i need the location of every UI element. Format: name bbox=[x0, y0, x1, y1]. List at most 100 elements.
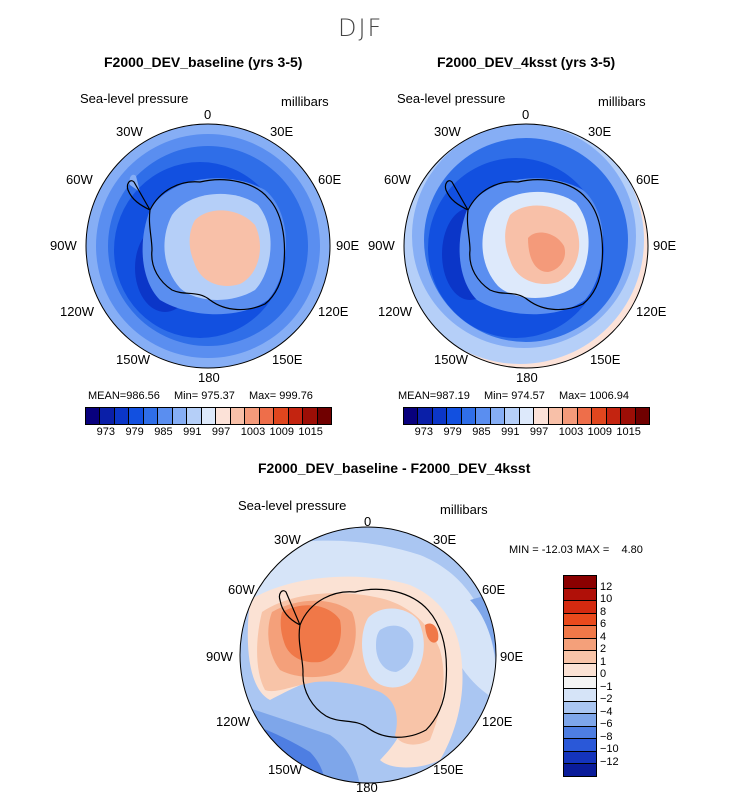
antarctica-coastline bbox=[278, 588, 448, 738]
colorbar-swatch bbox=[316, 408, 331, 424]
panel-2-lon-90w: 90W bbox=[368, 238, 395, 253]
panel-2-lon-120w: 120W bbox=[378, 304, 412, 319]
panel-2-lon-0: 0 bbox=[522, 107, 530, 122]
colorbar-tick-label: 997 bbox=[211, 426, 231, 438]
colorbar-tick-label: −1 bbox=[600, 680, 613, 693]
panel-3-title: F2000_DEV_baseline - F2000_DEV_4ksst bbox=[258, 460, 531, 476]
panel-1-lon-60e: 60E bbox=[318, 172, 342, 187]
panel-3-lon-120e: 120E bbox=[482, 714, 513, 729]
colorbar-swatch bbox=[564, 763, 596, 776]
panel-3-lon-60w: 60W bbox=[228, 582, 255, 597]
colorbar-swatch bbox=[128, 408, 143, 424]
colorbar-swatch bbox=[258, 408, 274, 424]
colorbar-swatch bbox=[244, 408, 259, 424]
colorbar-swatch bbox=[564, 576, 596, 588]
colorbar-swatch bbox=[620, 408, 635, 424]
colorbar-tick-label: 1009 bbox=[587, 426, 613, 438]
panel-2-max-label: Max= bbox=[559, 390, 587, 402]
colorbar-swatch bbox=[86, 408, 100, 424]
panel-3-stats: MIN = -12.03 MAX = 4.80 bbox=[509, 544, 643, 556]
panel-2-stats: MEAN=987.19 Min= 974.57 Max= 1006.94 bbox=[398, 390, 629, 402]
antarctica-coastline bbox=[444, 179, 604, 311]
colorbar-tick-label: 12 bbox=[600, 580, 613, 593]
colorbar-swatch bbox=[564, 688, 596, 701]
colorbar-swatch bbox=[605, 408, 621, 424]
colorbar-swatch bbox=[431, 408, 447, 424]
colorbar-swatch bbox=[417, 408, 432, 424]
panel-1-mean-value: 986.56 bbox=[126, 390, 160, 402]
panel-2-lon-150w: 150W bbox=[434, 352, 468, 367]
panel-2-variable: Sea-level pressure bbox=[397, 91, 506, 106]
panel-2-colorbar bbox=[403, 407, 650, 425]
panel-1-lon-0: 0 bbox=[204, 107, 212, 122]
panel-1-units: millibars bbox=[281, 94, 329, 109]
slp-max-region bbox=[528, 232, 566, 272]
colorbar-swatch bbox=[460, 408, 476, 424]
slp-max-region bbox=[189, 210, 261, 286]
panel-1-min-label: Min= bbox=[174, 390, 199, 402]
colorbar-swatch bbox=[518, 408, 534, 424]
panel-2-units: millibars bbox=[598, 94, 646, 109]
diff-max-region bbox=[280, 605, 342, 663]
colorbar-swatch bbox=[634, 408, 649, 424]
panel-1-lon-120e: 120E bbox=[318, 304, 349, 319]
panel-3-lon-90e: 90E bbox=[500, 649, 524, 664]
colorbar-tick-label: 4 bbox=[600, 630, 607, 643]
colorbar-tick-label: 1 bbox=[600, 655, 607, 668]
panel-1-lon-30w: 30W bbox=[116, 124, 143, 139]
colorbar-swatch bbox=[564, 662, 596, 676]
panel-3-lon-30e: 30E bbox=[433, 532, 457, 547]
colorbar-swatch bbox=[157, 408, 172, 424]
colorbar-tick-label: 985 bbox=[472, 426, 491, 438]
colorbar-tick-label: 1015 bbox=[616, 426, 641, 438]
colorbar-swatch bbox=[547, 408, 563, 424]
colorbar-swatch bbox=[564, 637, 596, 651]
panel-1-lon-30e: 30E bbox=[270, 124, 294, 139]
panel-2-lon-60w: 60W bbox=[384, 172, 411, 187]
panel-2-max-value: 1006.94 bbox=[589, 390, 630, 402]
panel-1-lon-150e: 150E bbox=[272, 352, 303, 367]
colorbar-swatch bbox=[564, 750, 596, 764]
colorbar-swatch bbox=[564, 700, 596, 714]
colorbar-swatch bbox=[446, 408, 461, 424]
panel-2-min-label: Min= bbox=[484, 390, 509, 402]
colorbar-tick-label: −8 bbox=[600, 730, 613, 743]
colorbar-swatch bbox=[404, 408, 418, 424]
panel-1-lon-150w: 150W bbox=[116, 352, 150, 367]
colorbar-swatch bbox=[200, 408, 216, 424]
panel-2-lon-180: 180 bbox=[516, 370, 538, 385]
colorbar-tick-label: 10 bbox=[600, 593, 613, 605]
panel-2-lon-120e: 120E bbox=[636, 304, 667, 319]
colorbar-tick-label: 979 bbox=[443, 426, 462, 438]
panel-3-units: millibars bbox=[440, 502, 488, 517]
panel-2-colorbar-ticks: 973 979 985 991 997 1003 1009 1015 bbox=[403, 426, 648, 440]
colorbar-tick-label: 991 bbox=[183, 426, 202, 438]
diff-min-region-center bbox=[376, 625, 414, 672]
panel-2-lon-30e: 30E bbox=[588, 124, 612, 139]
colorbar-swatch bbox=[576, 408, 592, 424]
colorbar-swatch bbox=[564, 725, 596, 739]
colorbar-swatch bbox=[475, 408, 490, 424]
colorbar-swatch bbox=[186, 408, 201, 424]
colorbar-swatch bbox=[591, 408, 606, 424]
figure-title: DJF bbox=[338, 14, 384, 42]
colorbar-swatch bbox=[564, 713, 596, 726]
panel-2-mean-label: MEAN= bbox=[398, 390, 437, 402]
colorbar-swatch bbox=[171, 408, 187, 424]
panel-1-mean-label: MEAN= bbox=[88, 390, 127, 402]
panel-3-lon-30w: 30W bbox=[274, 532, 301, 547]
colorbar-swatch bbox=[113, 408, 129, 424]
panel-1-lon-90w: 90W bbox=[50, 238, 77, 253]
panel-1-min-value: 975.37 bbox=[201, 390, 235, 402]
panel-1-lon-120w: 120W bbox=[60, 304, 94, 319]
colorbar-swatch bbox=[564, 650, 596, 663]
colorbar-swatch bbox=[564, 738, 596, 751]
colorbar-tick-label: 997 bbox=[529, 426, 549, 438]
panel-1-colorbar-ticks: 973 979 985 991 997 1003 1009 1015 bbox=[85, 426, 330, 440]
colorbar-tick-label: −10 bbox=[600, 743, 619, 755]
colorbar-swatch bbox=[273, 408, 288, 424]
panel-3-lon-60e: 60E bbox=[482, 582, 506, 597]
colorbar-tick-label: 1003 bbox=[240, 426, 266, 438]
colorbar-tick-label: 8 bbox=[600, 605, 607, 618]
colorbar-tick-label: 985 bbox=[154, 426, 173, 438]
